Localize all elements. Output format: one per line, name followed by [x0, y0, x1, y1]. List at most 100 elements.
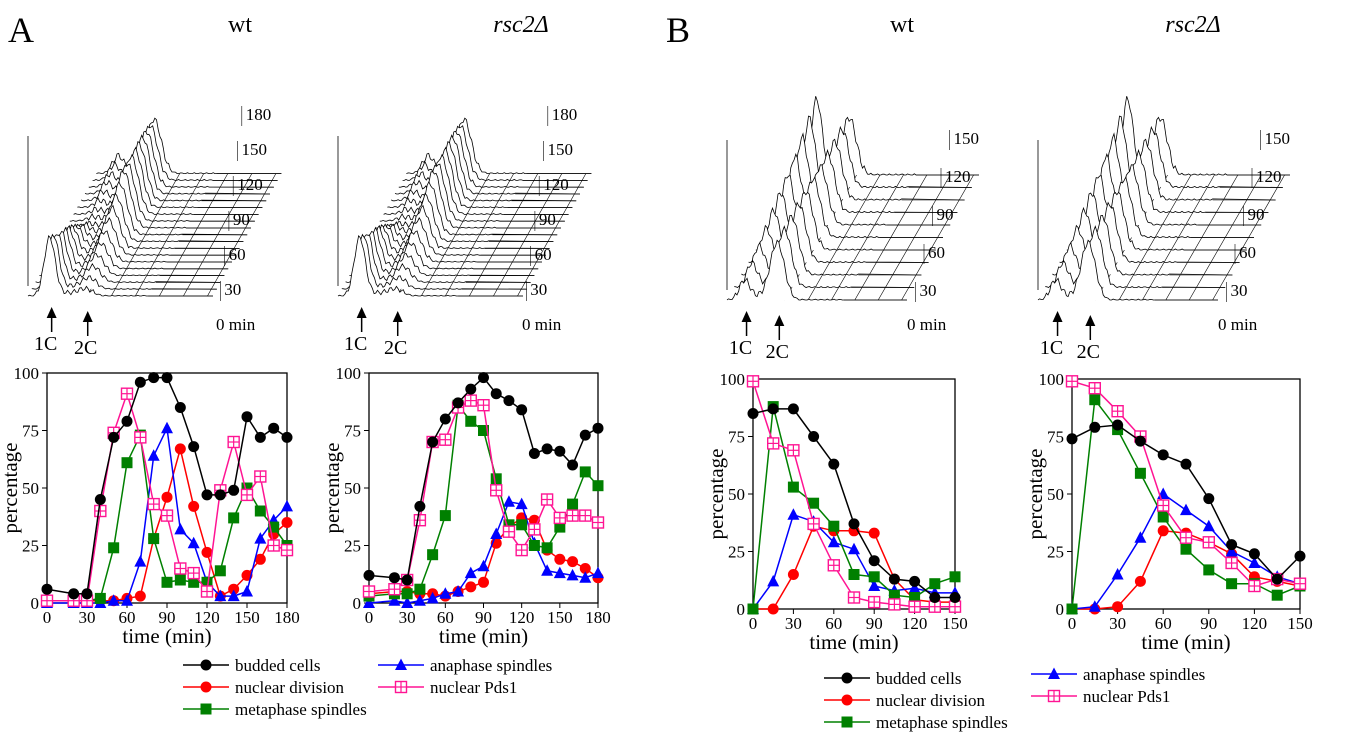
data-point — [888, 598, 901, 611]
data-point — [579, 563, 591, 574]
time-tick-label: 120 — [237, 175, 263, 194]
data-point — [281, 431, 293, 443]
time-tick-label: 150 — [1265, 129, 1291, 148]
y-tick-label: 25 — [344, 537, 361, 556]
data-point — [1088, 600, 1101, 612]
data-point — [1157, 525, 1169, 537]
data-point — [888, 573, 900, 585]
data-point — [828, 458, 840, 470]
data-point — [94, 494, 106, 505]
legend-label: nuclear division — [235, 678, 345, 697]
data-point — [41, 583, 53, 595]
data-point — [848, 518, 860, 530]
data-point — [868, 571, 880, 583]
time-tick-label: 90 — [937, 205, 954, 224]
data-point — [1089, 394, 1101, 406]
data-point — [490, 527, 503, 539]
data-point — [268, 521, 280, 533]
x-tick-label: 90 — [159, 608, 176, 627]
data-point — [414, 500, 426, 512]
data-point — [426, 591, 439, 604]
data-point — [267, 539, 280, 552]
data-point — [554, 521, 566, 533]
y-tick-label: 75 — [728, 428, 745, 447]
data-point — [121, 457, 133, 469]
data-point — [214, 589, 227, 602]
legend-item-nuclear-division: nuclear division — [183, 678, 345, 697]
data-point — [161, 576, 173, 588]
data-point — [478, 425, 489, 436]
data-point — [187, 536, 200, 549]
data-point — [847, 591, 861, 604]
histogram-trace — [50, 217, 236, 256]
data-point — [134, 590, 146, 602]
time-tick-label: 150 — [954, 129, 980, 148]
data-point — [1180, 458, 1192, 470]
data-point — [174, 574, 186, 586]
data-point — [747, 603, 759, 615]
data-point — [227, 435, 240, 449]
data-point — [541, 564, 554, 576]
data-point — [787, 508, 800, 520]
data-point — [147, 449, 160, 461]
data-point — [1226, 578, 1238, 590]
series-budded — [41, 372, 293, 600]
x-tick-label: 120 — [1242, 614, 1268, 633]
data-point — [868, 595, 881, 609]
data-point — [828, 520, 840, 532]
time-tick-label: 120 — [945, 167, 971, 186]
x-tick-label: 0 — [43, 608, 52, 627]
data-point — [477, 399, 490, 412]
data-point — [160, 509, 174, 522]
legends: budded cells nuclear division metaphase sp… — [183, 656, 1205, 732]
zero-min-label: 0 min — [522, 315, 562, 334]
y-tick-label: 0 — [31, 594, 40, 613]
data-point — [439, 433, 452, 446]
legend-a: budded cells nuclear division metaphase sp… — [183, 656, 552, 719]
histogram-trace — [27, 235, 213, 297]
legend-marker — [200, 659, 212, 671]
data-point — [579, 429, 591, 441]
data-point — [1134, 575, 1146, 587]
data-point — [134, 376, 146, 388]
data-point — [452, 585, 465, 597]
data-point — [280, 543, 294, 557]
data-point — [388, 572, 400, 584]
data-point — [579, 509, 592, 522]
legend-item-anaphase: anaphase spindles — [1031, 665, 1205, 684]
data-point — [108, 542, 120, 554]
label-1c: 1C — [344, 333, 367, 355]
data-point — [888, 589, 900, 601]
legend-label: anaphase spindles — [1083, 665, 1205, 684]
legend-item-nuclear-division: nuclear division — [824, 691, 986, 710]
data-point — [503, 519, 515, 531]
x-tick-label: 90 — [475, 608, 492, 627]
data-point — [201, 576, 213, 588]
data-point — [121, 594, 133, 606]
data-point — [81, 588, 93, 600]
data-point — [908, 581, 921, 594]
data-point — [1066, 603, 1078, 615]
y-tick-label: 25 — [22, 537, 39, 556]
legend-label: nuclear division — [876, 691, 986, 710]
histogram-trace — [360, 217, 546, 256]
data-point — [1271, 573, 1283, 585]
data-point — [908, 600, 921, 613]
data-point — [464, 566, 477, 579]
data-point — [566, 509, 579, 522]
series-metaphase — [747, 401, 961, 615]
y-axis-label: percentage — [320, 443, 344, 534]
data-point — [254, 532, 267, 544]
time-tick-label: 120 — [543, 175, 569, 194]
x-tick-label: 30 — [399, 608, 416, 627]
x-tick-label: 90 — [866, 614, 883, 633]
data-point — [827, 559, 840, 572]
data-point — [787, 403, 799, 415]
data-point — [1248, 556, 1261, 568]
label-1c: 1C — [34, 333, 57, 355]
data-point — [134, 431, 147, 444]
data-point — [1248, 548, 1260, 560]
legend-marker — [200, 681, 212, 693]
data-point — [108, 431, 120, 443]
